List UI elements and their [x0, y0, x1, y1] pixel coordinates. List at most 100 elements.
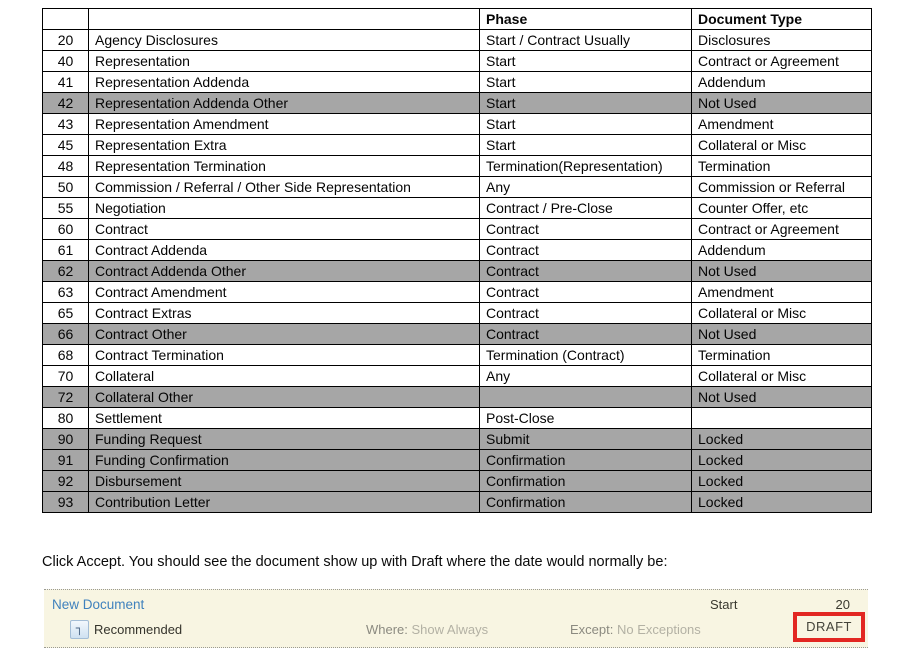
row-name: Contribution Letter	[88, 491, 480, 513]
row-document-type: Contract or Agreement	[691, 50, 872, 72]
row-name: Settlement	[88, 407, 480, 429]
table-row: 42 Representation Addenda Other Start Not U…	[42, 92, 872, 114]
row-number: 80	[42, 407, 89, 429]
table-row: 20 Agency Disclosures Start / Contract Usu…	[42, 29, 872, 51]
table-row: 48 Representation Termination Termination(…	[42, 155, 872, 177]
row-document-type: Locked	[691, 491, 872, 513]
row-document-type: Commission or Referral	[691, 176, 872, 198]
row-phase: Any	[479, 176, 692, 198]
except-value: No Exceptions	[616, 622, 701, 637]
row-number: 41	[42, 71, 89, 93]
row-name: Disbursement	[88, 470, 480, 492]
except-group: Except: No Exceptions	[570, 622, 701, 637]
row-number: 93	[42, 491, 89, 513]
row-name: Contract Addenda	[88, 239, 480, 261]
header-phase: Phase	[479, 8, 692, 30]
row-number: 48	[42, 155, 89, 177]
row-number: 91	[42, 449, 89, 471]
draft-status-badge: DRAFT	[793, 612, 865, 642]
row-name: Commission / Referral / Other Side Repre…	[88, 176, 480, 198]
row-name: Contract Other	[88, 323, 480, 345]
row-name: Agency Disclosures	[88, 29, 480, 51]
row-phase: Contract	[479, 281, 692, 303]
row-phase: Termination (Contract)	[479, 344, 692, 366]
row-phase: Contract	[479, 218, 692, 240]
row-number: 60	[42, 218, 89, 240]
panel-phase-label: Start	[710, 597, 738, 612]
row-name: Contract Termination	[88, 344, 480, 366]
row-phase: Start	[479, 113, 692, 135]
row-name: Collateral Other	[88, 386, 480, 408]
row-document-type: Not Used	[691, 260, 872, 282]
row-number: 61	[42, 239, 89, 261]
row-name: Contract Addenda Other	[88, 260, 480, 282]
instruction-text: Click Accept. You should see the documen…	[42, 554, 668, 570]
row-phase: Contract	[479, 260, 692, 282]
row-phase: Start	[479, 71, 692, 93]
row-name: Funding Confirmation	[88, 449, 480, 471]
row-document-type: Addendum	[691, 71, 872, 93]
row-number: 70	[42, 365, 89, 387]
except-label: Except:	[570, 622, 617, 637]
row-phase: Contract	[479, 302, 692, 324]
table-row: 60 Contract Contract Contract or Agreement	[42, 218, 872, 240]
table-row: 50 Commission / Referral / Other Side Rep…	[42, 176, 872, 198]
row-document-type: Termination	[691, 155, 872, 177]
table-header-row: Phase Document Type	[42, 8, 872, 30]
table-row: 90 Funding Request Submit Locked	[42, 428, 872, 450]
row-number: 40	[42, 50, 89, 72]
corner-arrow-icon[interactable]: ┐	[70, 620, 89, 639]
table-row: 70 Collateral Any Collateral or Misc	[42, 365, 872, 387]
row-document-type: Amendment	[691, 281, 872, 303]
row-phase: Confirmation	[479, 449, 692, 471]
row-document-type: Disclosures	[691, 29, 872, 51]
row-phase: Submit	[479, 428, 692, 450]
row-document-type: Addendum	[691, 239, 872, 261]
row-document-type: Collateral or Misc	[691, 302, 872, 324]
table-row: 65 Contract Extras Contract Collateral or M…	[42, 302, 872, 324]
row-document-type: Contract or Agreement	[691, 218, 872, 240]
row-name: Representation Extra	[88, 134, 480, 156]
new-document-title[interactable]: New Document	[52, 597, 145, 612]
row-document-type: Not Used	[691, 92, 872, 114]
row-number: 50	[42, 176, 89, 198]
row-name: Collateral	[88, 365, 480, 387]
row-number: 20	[42, 29, 89, 51]
where-label: Where:	[366, 622, 412, 637]
row-number: 42	[42, 92, 89, 114]
row-name: Contract Extras	[88, 302, 480, 324]
row-document-type: Locked	[691, 428, 872, 450]
row-phase: Any	[479, 365, 692, 387]
where-value: Show Always	[411, 622, 489, 637]
row-phase: Confirmation	[479, 470, 692, 492]
recommended-row: ┐ Recommended	[70, 620, 182, 639]
table-row: 63 Contract Amendment Contract Amendment	[42, 281, 872, 303]
recommended-label: Recommended	[94, 622, 183, 637]
table-row: 41 Representation Addenda Start Addendum	[42, 71, 872, 93]
row-phase: Contract / Pre-Close	[479, 197, 692, 219]
row-document-type: Collateral or Misc	[691, 134, 872, 156]
row-phase: Start	[479, 50, 692, 72]
row-document-type: Counter Offer, etc	[691, 197, 872, 219]
row-number: 45	[42, 134, 89, 156]
row-number: 65	[42, 302, 89, 324]
table-row: 55 Negotiation Contract / Pre-Close Counter…	[42, 197, 872, 219]
row-number: 55	[42, 197, 89, 219]
table-row: 40 Representation Start Contract or Agreeme…	[42, 50, 872, 72]
row-number: 92	[42, 470, 89, 492]
row-phase: Contract	[479, 239, 692, 261]
row-document-type: Termination	[691, 344, 872, 366]
row-document-type: Locked	[691, 470, 872, 492]
table-row: 43 Representation Amendment Start Amendment	[42, 113, 872, 135]
row-number: 72	[42, 386, 89, 408]
header-document-type: Document Type	[691, 8, 872, 30]
header-id	[42, 8, 89, 30]
row-phase: Start	[479, 134, 692, 156]
row-name: Representation Addenda Other	[88, 92, 480, 114]
panel-document-number: 20	[835, 597, 850, 612]
table-row: 72 Collateral Other Not Used	[42, 386, 872, 408]
table-row: 91 Funding Confirmation Confirmation Locked	[42, 449, 872, 471]
table-row: 62 Contract Addenda Other Contract Not Used	[42, 260, 872, 282]
table-row: 93 Contribution Letter Confirmation Locked	[42, 491, 872, 513]
row-phase: Termination(Representation)	[479, 155, 692, 177]
